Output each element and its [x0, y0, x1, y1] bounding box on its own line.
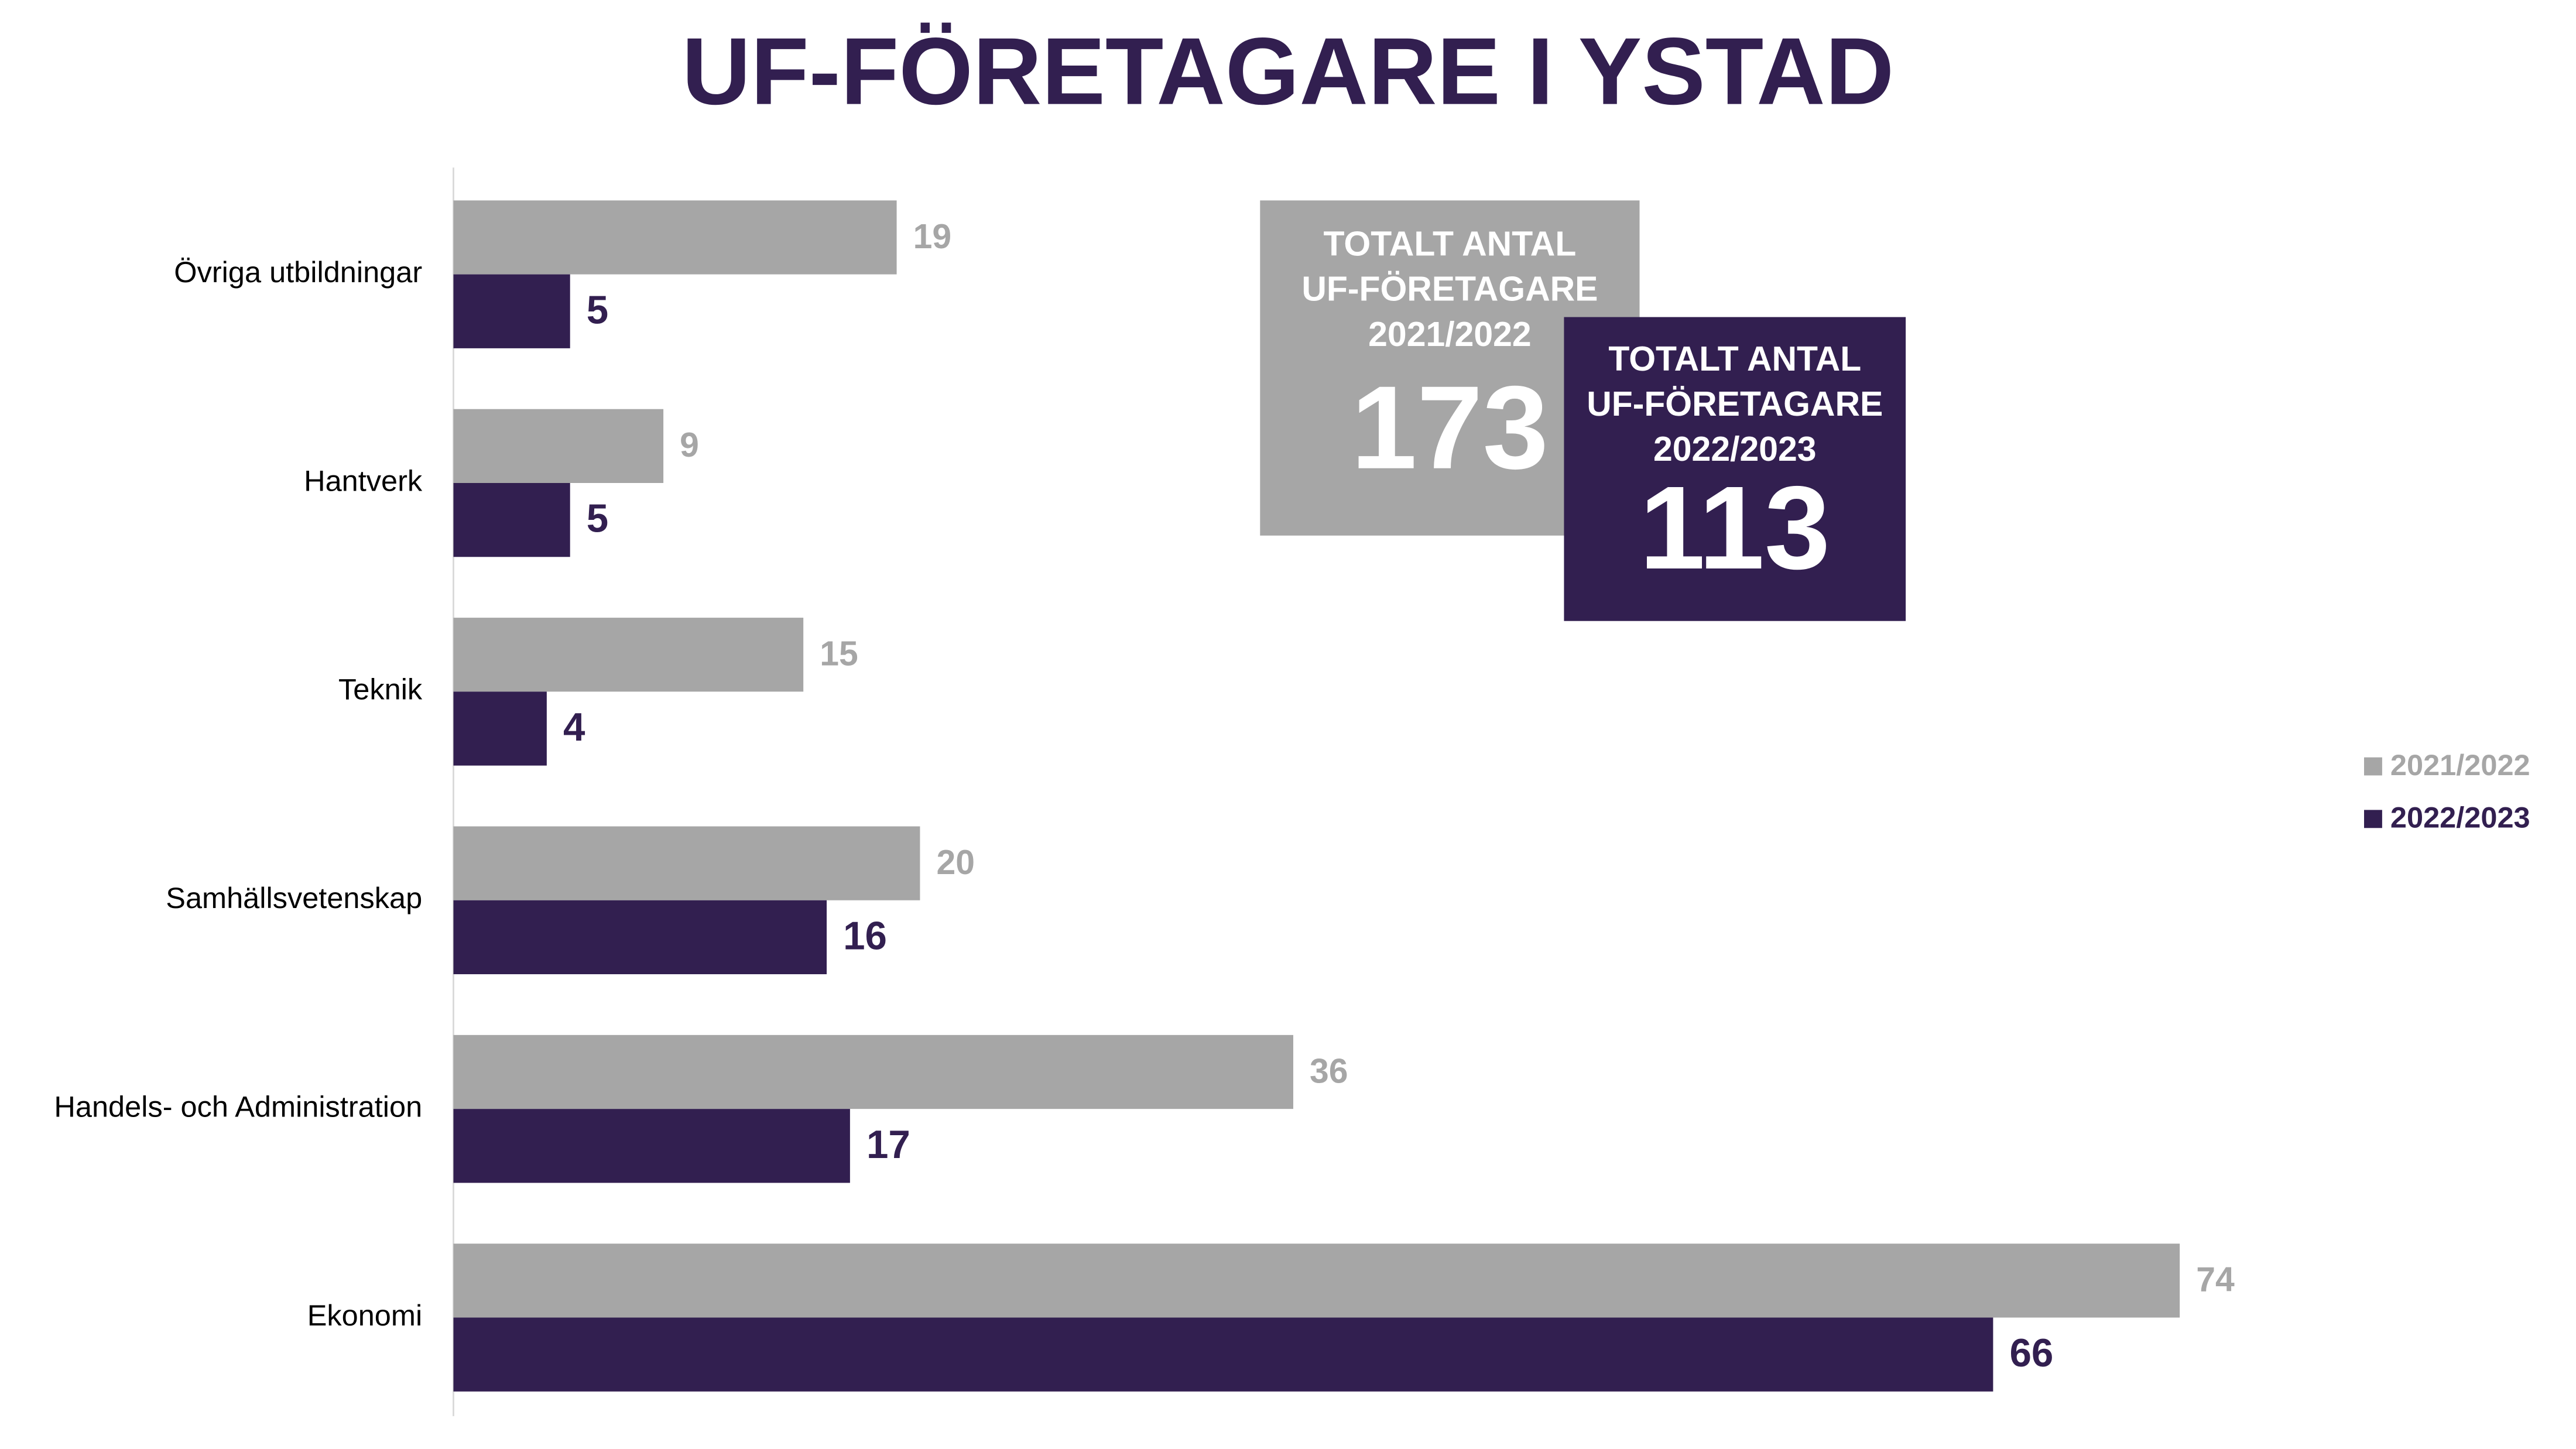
category-label: Handels- och Administration [54, 1090, 422, 1123]
value-label: 74 [2196, 1261, 2235, 1299]
annotation-value: 113 [1639, 461, 1830, 594]
value-label: 9 [680, 426, 699, 464]
legend-label: 2021/2022 [2390, 748, 2530, 782]
annotation-text: TOTALT ANTAL [1608, 340, 1861, 378]
bar [453, 618, 804, 692]
bar [453, 1109, 850, 1183]
category-label: Teknik [338, 673, 423, 706]
legend-swatch [2364, 757, 2382, 776]
bar [453, 1317, 1993, 1392]
bar [453, 1244, 2180, 1318]
chart-title: UF-FÖRETAGARE I YSTAD [682, 19, 1895, 125]
legend-swatch [2364, 810, 2382, 828]
value-label: 20 [936, 844, 975, 882]
bar [453, 691, 547, 766]
annotation-text: 2022/2023 [1653, 430, 1816, 468]
category-label: Hantverk [304, 464, 423, 497]
annotation-text: 2021/2022 [1368, 316, 1531, 354]
value-label: 4 [563, 705, 585, 749]
legend-label: 2022/2023 [2390, 801, 2530, 834]
value-label: 36 [1310, 1052, 1348, 1090]
bar [453, 900, 827, 975]
value-label: 15 [820, 635, 858, 673]
bar [453, 409, 664, 483]
annotation-box [1564, 317, 1906, 621]
bar [453, 274, 570, 348]
value-label: 16 [843, 914, 887, 958]
bar [453, 200, 897, 275]
category-label: Ekonomi [307, 1299, 422, 1332]
bar [453, 483, 570, 557]
value-label: 19 [913, 218, 952, 256]
annotation-text: UF-FÖRETAGARE [1587, 385, 1883, 423]
value-label: 5 [587, 497, 608, 541]
value-label: 5 [587, 288, 608, 332]
annotation-value: 173 [1351, 361, 1549, 494]
category-label: Övriga utbildningar [174, 255, 422, 289]
annotation-text: TOTALT ANTAL [1323, 225, 1576, 263]
bar [453, 1034, 1293, 1109]
category-label: Samhällsvetenskap [166, 881, 422, 914]
value-label: 17 [866, 1123, 910, 1167]
bar [453, 826, 920, 900]
value-label: 66 [2009, 1331, 2053, 1375]
annotation-text: UF-FÖRETAGARE [1301, 270, 1598, 309]
